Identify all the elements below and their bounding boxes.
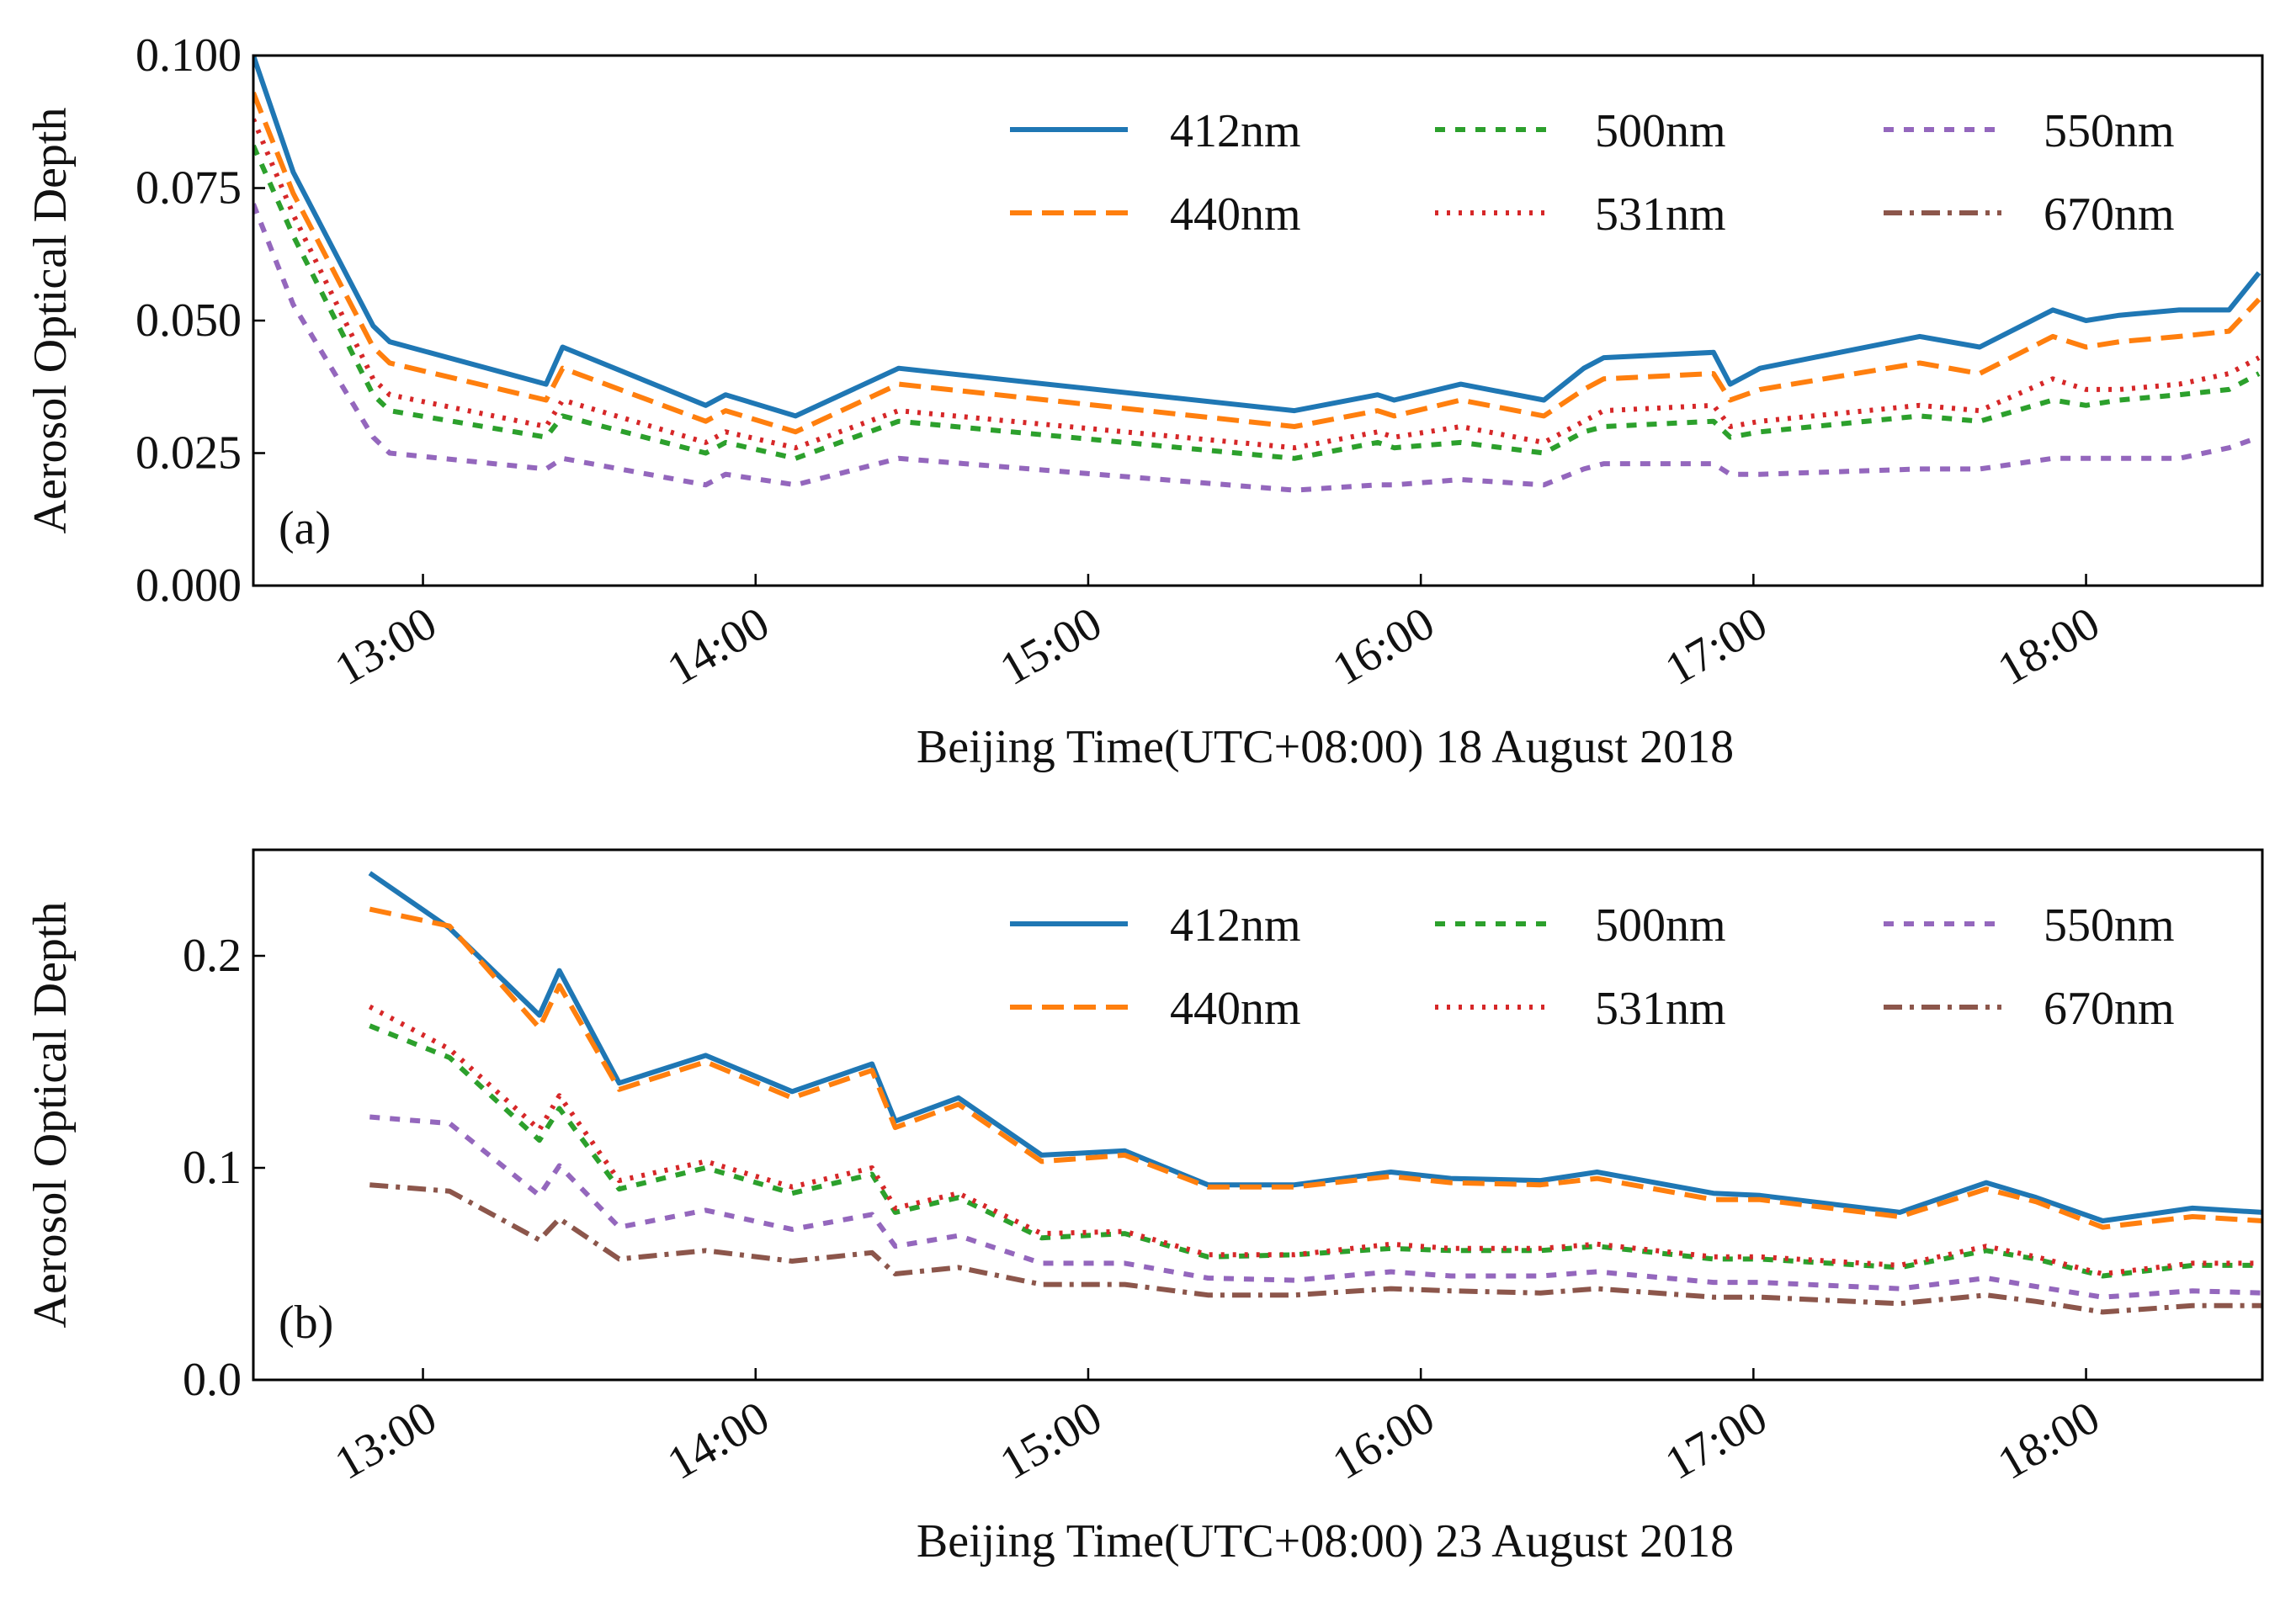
legend-label: 440nm	[1170, 983, 1301, 1035]
y-axis-label: Aerosol Optical Depth	[24, 902, 77, 1329]
series-line	[253, 118, 2261, 451]
y-tick-label: 0.0	[183, 1354, 242, 1406]
legend-label: 550nm	[2044, 899, 2175, 952]
series-line	[253, 144, 2261, 461]
legend-label: 531nm	[1595, 188, 1726, 241]
legend-label: 670nm	[2044, 983, 2175, 1035]
series-line	[369, 1114, 2262, 1300]
x-tick-label: 13:00	[327, 1392, 445, 1490]
y-tick-label: 0.000	[136, 560, 242, 612]
y-tick-label: 0.050	[136, 294, 242, 347]
legend-label: 550nm	[2044, 105, 2175, 157]
x-tick-label: 18:00	[1990, 597, 2108, 696]
x-tick-label: 14:00	[659, 1392, 778, 1490]
panel-label: (b)	[279, 1297, 333, 1349]
y-tick-label: 0.2	[183, 930, 242, 982]
x-axis-label: Beijing Time(UTC+08:00) 23 August 2018	[917, 1515, 1734, 1568]
series-line	[369, 1023, 2262, 1279]
x-tick-label: 17:00	[1656, 1392, 1775, 1490]
x-axis-label: Beijing Time(UTC+08:00) 18 August 2018	[917, 721, 1734, 773]
x-tick-label: 15:00	[991, 597, 1110, 696]
chart-panel: 0.000 0.025 0.050 0.075 0.100 13:00 14:00 15:00…	[24, 29, 2264, 773]
x-tick-label: 17:00	[1656, 597, 1775, 696]
series-line	[368, 1004, 2262, 1276]
x-tick-label: 13:00	[327, 597, 445, 696]
legend-label: 412nm	[1170, 899, 1301, 952]
legend-label: 500nm	[1595, 899, 1726, 952]
x-tick-label: 16:00	[1324, 597, 1443, 696]
legend-label: 440nm	[1170, 188, 1301, 241]
panel-label: (a)	[279, 502, 331, 554]
legend-label: 670nm	[2044, 188, 2175, 241]
y-tick-label: 0.025	[136, 427, 242, 480]
series-line	[253, 56, 2261, 419]
lines	[253, 56, 2261, 493]
y-tick-label: 0.100	[136, 29, 242, 82]
series-line	[253, 203, 2261, 493]
y-axis-label: Aerosol Optical Depth	[24, 108, 77, 534]
chart-panel: 0.0 0.1 0.2 13:00 14:00 15:00 16:00 17:00 18:00 B…	[24, 848, 2264, 1568]
legend-label: 500nm	[1595, 105, 1726, 157]
y-tick-label: 0.1	[183, 1142, 242, 1194]
series-line	[369, 1182, 2262, 1315]
series-line	[369, 906, 2262, 1230]
plot-frame	[252, 848, 2264, 1382]
legend-label: 412nm	[1170, 105, 1301, 157]
plot-frame	[252, 54, 2264, 587]
x-tick-label: 15:00	[991, 1392, 1110, 1490]
x-tick-label: 16:00	[1324, 1392, 1443, 1490]
legend-label: 531nm	[1595, 983, 1726, 1035]
x-tick-label: 18:00	[1990, 1392, 2108, 1490]
series-line	[368, 871, 2262, 1223]
y-tick-label: 0.075	[136, 162, 242, 215]
x-tick-label: 14:00	[659, 597, 778, 696]
series-line	[253, 91, 2261, 435]
lines	[368, 871, 2262, 1315]
